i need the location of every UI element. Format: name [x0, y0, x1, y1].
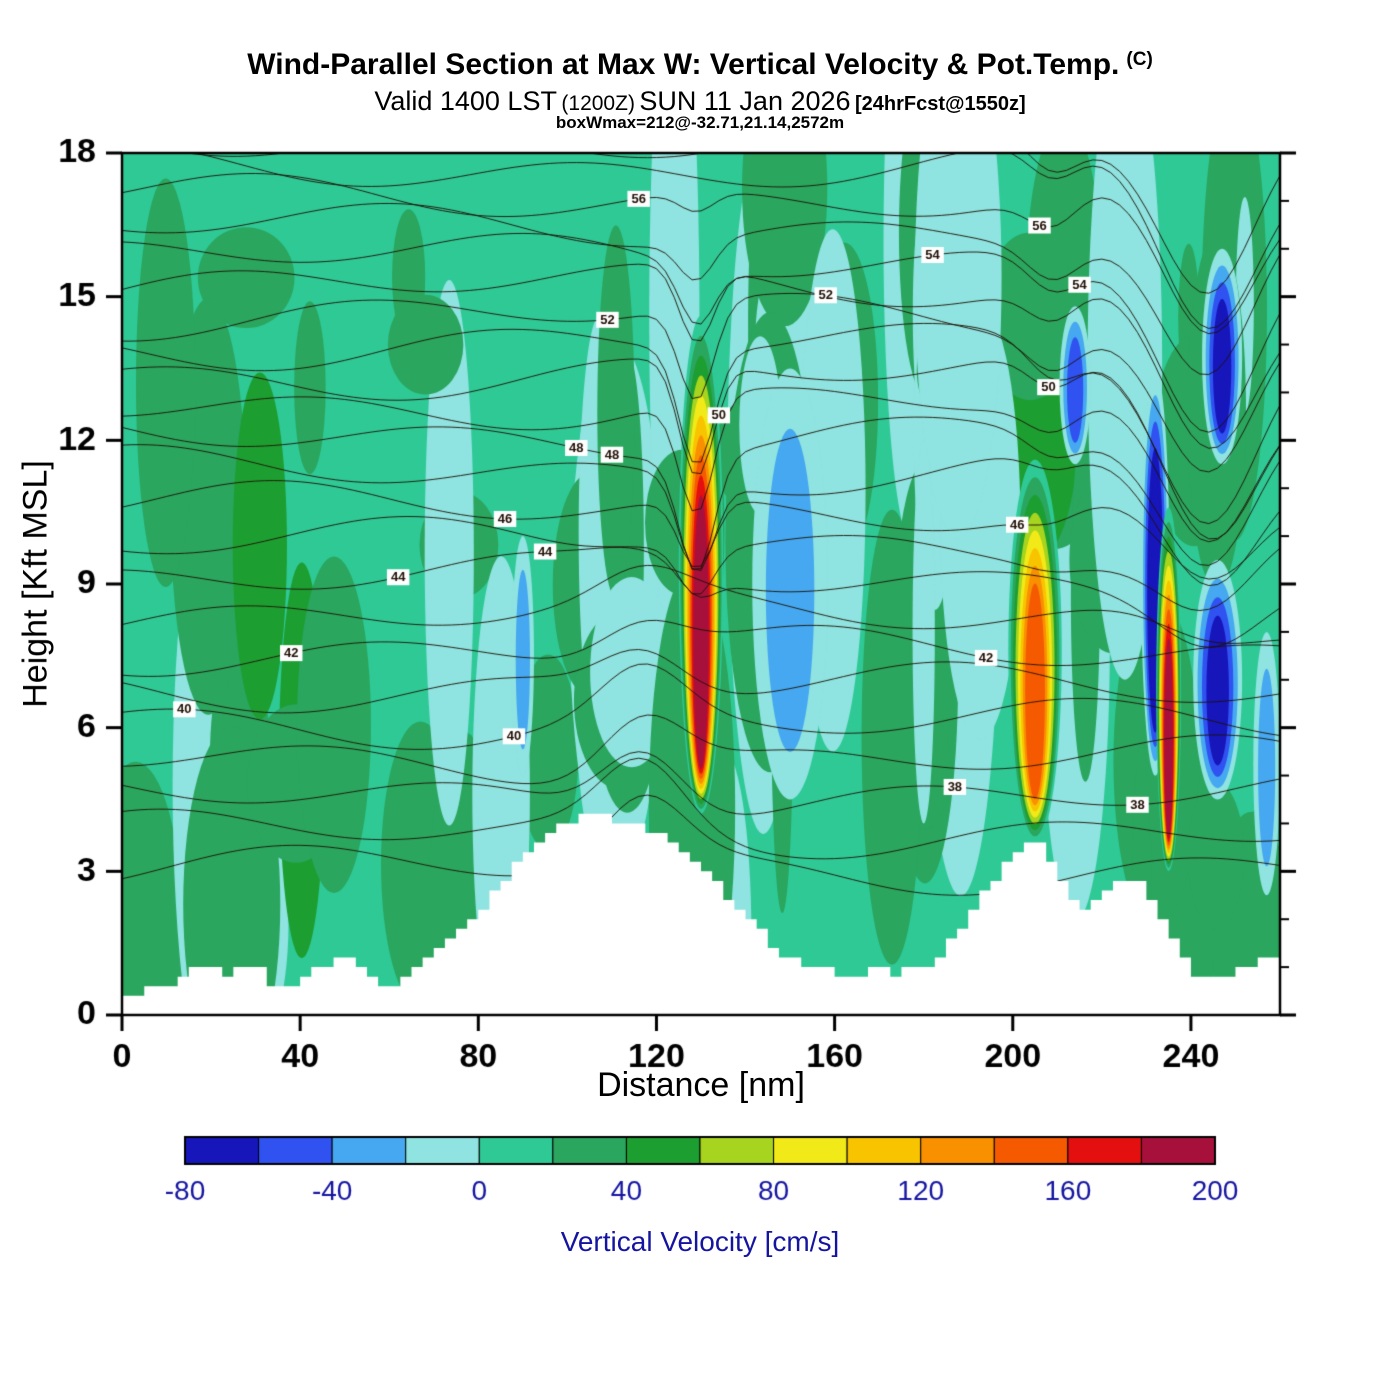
chart-title-text: Wind-Parallel Section at Max W: Vertical… — [247, 48, 1120, 81]
chart-title-unit: (C) — [1126, 49, 1153, 70]
x-axis-label: Distance [nm] — [597, 1066, 805, 1104]
wmax-annotation: boxWmax=212@-32.71,21.14,2572m — [555, 113, 845, 132]
colorbar-label: Vertical Velocity [cm/s] — [560, 1226, 840, 1257]
valid-date: SUN 11 Jan 2026 — [639, 86, 851, 116]
zulu-time: (1200Z) — [561, 92, 635, 115]
chart-subtitle: Valid 1400 LST (1200Z) SUN 11 Jan 2026 [… — [0, 86, 1400, 117]
chart-title: Wind-Parallel Section at Max W: Vertical… — [0, 48, 1400, 82]
valid-time: Valid 1400 LST — [374, 86, 557, 116]
y-axis-label: Height [Kft MSL] — [16, 460, 55, 708]
forecast-info: [24hrFcst@1550z] — [854, 93, 1026, 115]
